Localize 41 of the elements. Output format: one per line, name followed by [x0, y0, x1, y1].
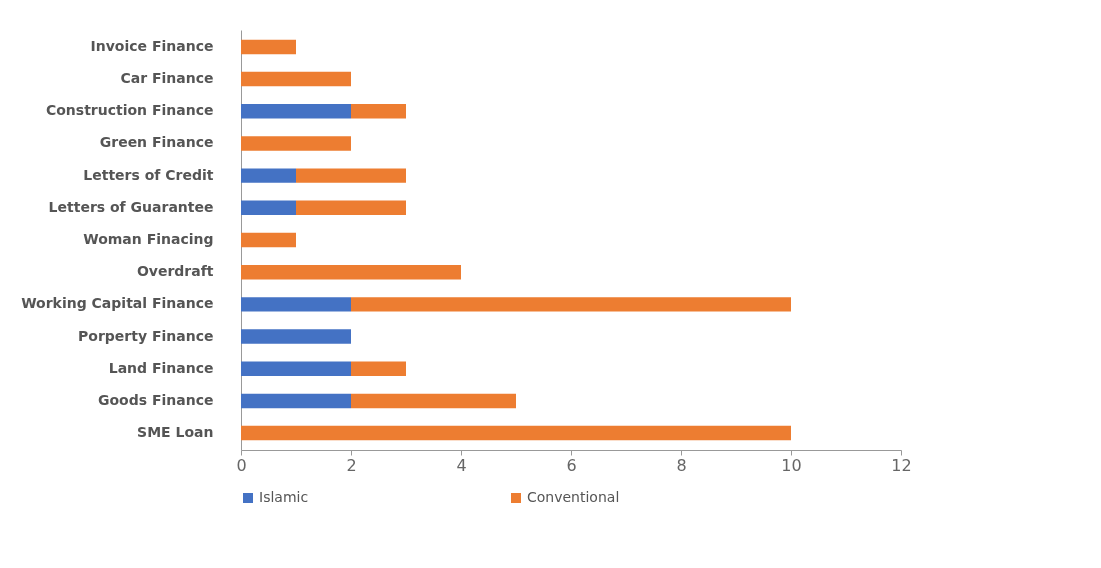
- x-tick-label: 2: [346, 455, 357, 475]
- x-tick-label: 10: [781, 455, 802, 475]
- bar: [351, 361, 406, 376]
- y-tick-label: Car Finance: [120, 70, 214, 87]
- y-tick-label: Green Finance: [99, 134, 214, 151]
- x-tick-label: 8: [676, 455, 687, 475]
- bar: [241, 39, 296, 55]
- bar: [351, 393, 516, 409]
- y-tick-label: Overdraft: [136, 263, 214, 280]
- y-tick-label: Letters of Guarantee: [48, 198, 214, 215]
- bar: [241, 200, 296, 216]
- y-tick-label: Invoice Finance: [90, 37, 214, 54]
- bar: [241, 329, 351, 344]
- y-tick-label: SME Loan: [137, 424, 214, 441]
- x-tick-label: 4: [456, 455, 467, 475]
- bar: [241, 136, 351, 151]
- bar: [241, 393, 351, 409]
- bar: [351, 104, 406, 119]
- bar: [296, 168, 406, 183]
- bar: [241, 104, 351, 119]
- bar: [351, 297, 791, 312]
- bar: [241, 168, 296, 183]
- x-tick-label: 0: [236, 455, 247, 475]
- bar: [241, 71, 351, 87]
- bar: [241, 297, 351, 312]
- y-tick-label: Letters of Credit: [83, 166, 214, 183]
- bar: [241, 232, 296, 248]
- y-tick-label: Goods Finance: [98, 391, 214, 408]
- y-tick-label: Porperty Finance: [78, 327, 214, 344]
- y-tick-label: Working Capital Finance: [21, 295, 214, 312]
- y-tick-label: Woman Finacing: [83, 231, 214, 247]
- legend-label: Conventional: [527, 489, 620, 505]
- x-tick-label: 12: [891, 455, 912, 475]
- bar: [241, 361, 351, 376]
- bar: [241, 264, 461, 280]
- y-tick-label: Land Finance: [108, 359, 214, 376]
- y-tick-label: Construction Finance: [45, 102, 214, 119]
- x-tick-label: 6: [566, 455, 577, 475]
- legend-label: Islamic: [259, 489, 309, 505]
- bar: [241, 425, 791, 441]
- bar: [296, 200, 406, 216]
